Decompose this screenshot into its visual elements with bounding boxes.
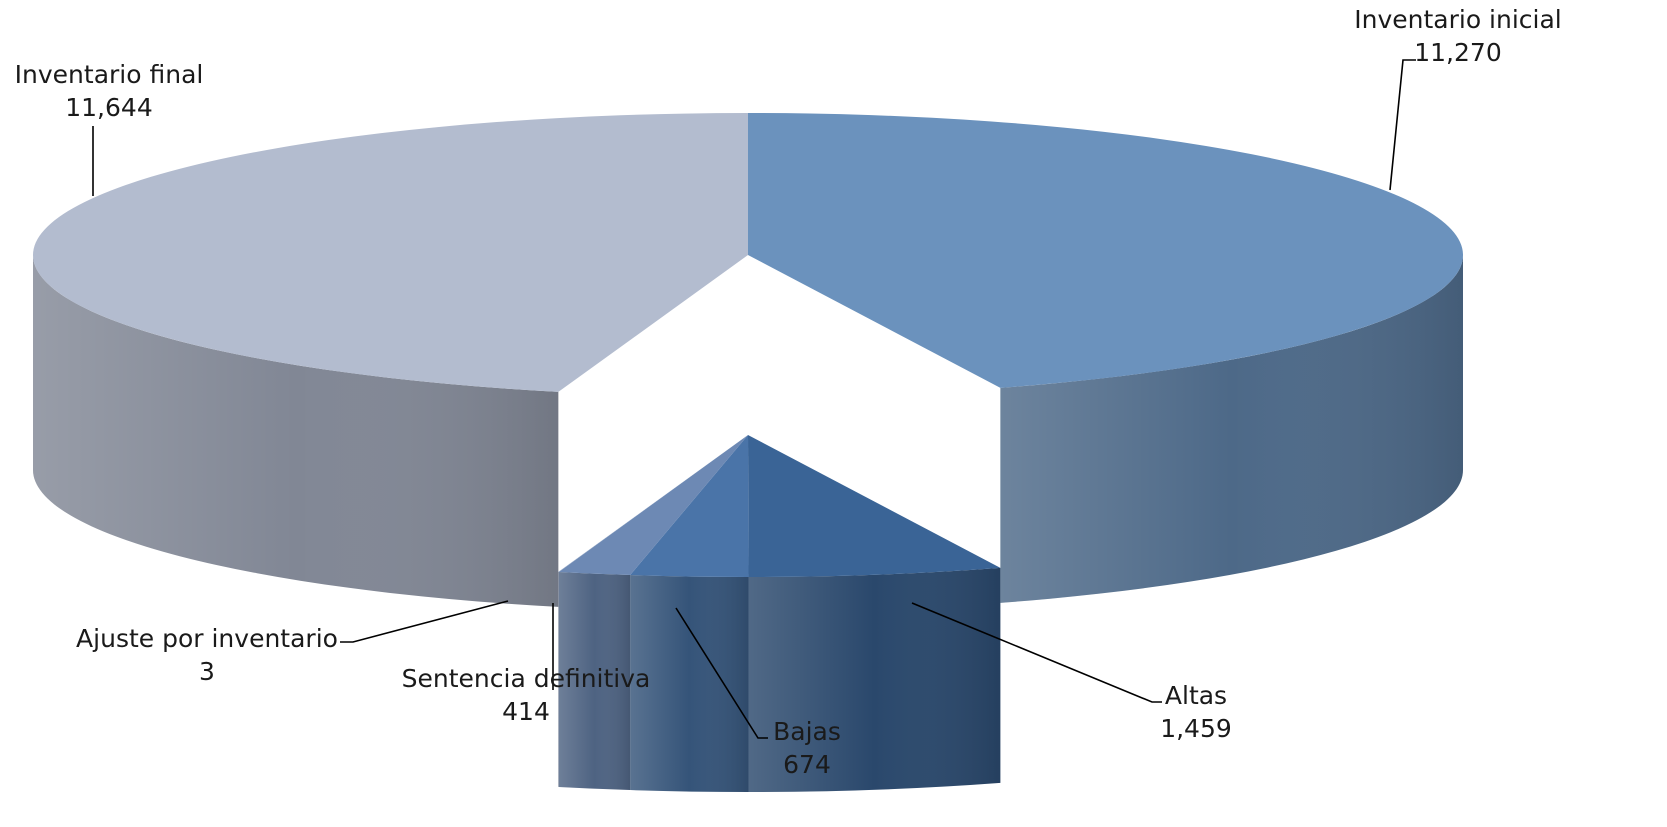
slice-0-leader-line [1389,59,1416,191]
slice-5-value: 11,644 [65,93,152,122]
slice-3-side-shade [558,571,631,791]
slice-5-top [33,113,749,392]
slice-3-label: Sentencia definitiva [402,664,651,693]
label-leader-lines [92,59,1416,739]
slice-4-label: Ajuste por inventario [76,624,338,653]
slice-4-leader-line [340,600,509,643]
slice-0-label: Inventario inicial [1354,5,1562,34]
slice-1-leader-line [911,602,1162,703]
slice-2-label: Bajas [773,717,841,746]
pie-top-faces [33,113,1464,577]
slice-1-side-shade [748,567,1001,792]
slice-2-side-shade [630,575,749,792]
slice-5-label: Inventario final [15,60,204,89]
slice-0-top [748,113,1464,388]
slice-5-side-shade [32,255,559,607]
slice-2-value: 674 [783,750,831,779]
slice-4-top [558,435,748,572]
slice-2-leader-line [675,607,768,739]
slice-4-side-shade [558,571,559,787]
pie-side-walls [32,255,1463,792]
slice-4-value: 3 [199,657,215,686]
data-labels: Inventario inicial 11,270 Altas 1,459 Bajas 6… [15,5,1562,779]
slice-1-value: 1,459 [1160,714,1232,743]
slice-1-top [748,435,1001,577]
slice-3-value: 414 [502,697,550,726]
slice-3-top [558,435,748,576]
slice-0-value: 11,270 [1414,38,1501,67]
slice-1-label: Altas [1165,681,1227,710]
slice-2-top [630,435,749,577]
slice-0-side-shade [1000,255,1463,603]
